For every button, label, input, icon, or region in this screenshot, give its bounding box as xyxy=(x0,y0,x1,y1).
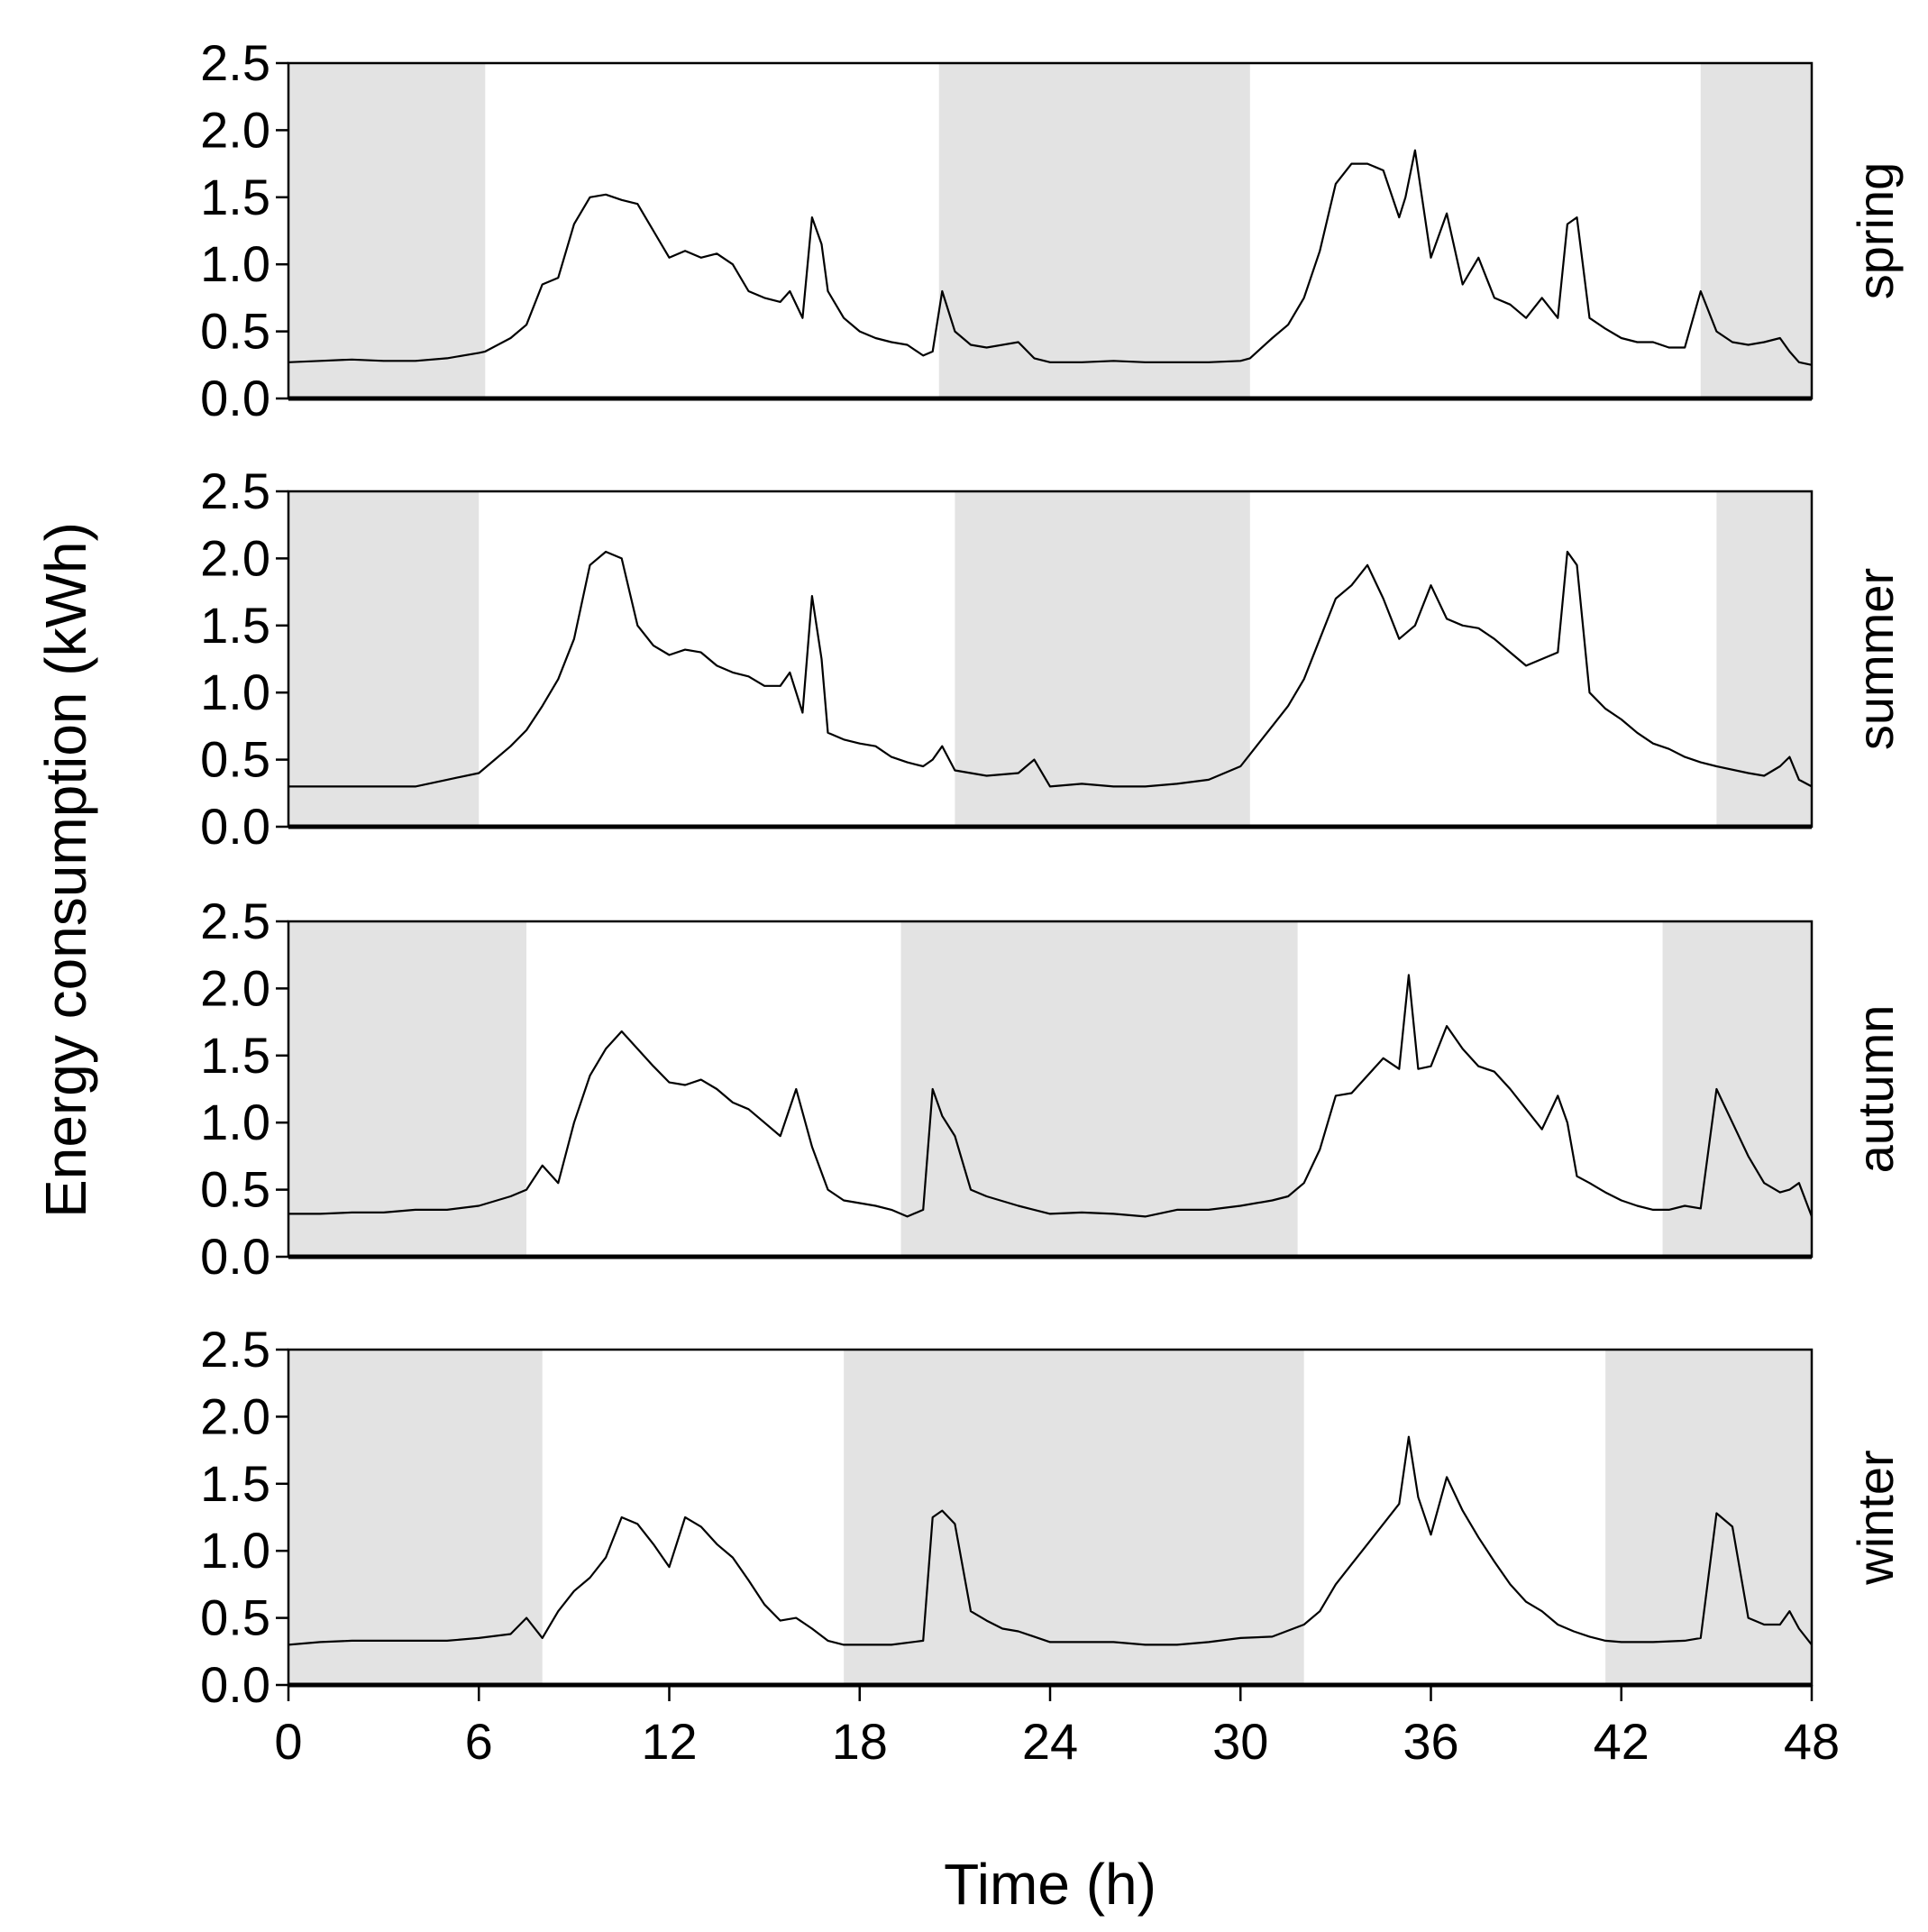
y-tick-label: 1.0 xyxy=(200,664,270,720)
y-tick-label: 1.5 xyxy=(200,1027,270,1084)
series-line-summer xyxy=(288,550,1813,788)
x-tick-label: 12 xyxy=(641,1713,697,1770)
x-tick-label: 36 xyxy=(1403,1713,1458,1770)
y-tick-label: 2.5 xyxy=(200,462,270,519)
x-tick-label: 42 xyxy=(1594,1713,1649,1770)
y-tick-label: 1.5 xyxy=(200,169,270,225)
y-tick-label: 0.0 xyxy=(200,798,270,855)
y-tick-label: 0.0 xyxy=(200,1228,270,1285)
y-tick-label: 0.5 xyxy=(200,303,270,360)
x-axis: 0 6 12 18 24 30 36 42 48 xyxy=(274,1685,1840,1770)
night-shade-0-7.5 xyxy=(288,921,527,1257)
x-tick-label: 0 xyxy=(274,1713,302,1770)
y-tick-label: 2.0 xyxy=(200,959,270,1016)
panel-label-summer: summer xyxy=(1847,568,1904,750)
panel-label-autumn: autumn xyxy=(1847,1005,1904,1174)
night-shade-20.5-30.3 xyxy=(938,63,1250,398)
series-line-autumn xyxy=(288,974,1814,1218)
y-tick-label: 2.5 xyxy=(200,34,270,91)
y-tick-label: 2.0 xyxy=(200,529,270,586)
night-shade-17.5-32 xyxy=(844,1350,1304,1685)
y-tick-label: 1.5 xyxy=(200,597,270,654)
night-shade-0-8 xyxy=(288,1350,543,1685)
panel-label-spring: spring xyxy=(1847,162,1904,300)
night-shade-41.5-48 xyxy=(1605,1350,1812,1685)
series-line-winter xyxy=(288,1435,1813,1646)
x-tick-label: 6 xyxy=(465,1713,493,1770)
panel-autumn: 0.0 0.5 1.0 1.5 2.0 2.5 autumn xyxy=(200,893,1904,1285)
x-tick-label: 30 xyxy=(1212,1713,1268,1770)
night-shade-43.3-48 xyxy=(1662,921,1812,1257)
y-tick-label: 1.0 xyxy=(200,1094,270,1150)
x-tick-label: 24 xyxy=(1022,1713,1078,1770)
panel-label-winter: winter xyxy=(1847,1450,1904,1585)
x-tick-label: 18 xyxy=(832,1713,888,1770)
y-tick-label: 1.5 xyxy=(200,1455,270,1512)
y-tick-label: 2.0 xyxy=(200,101,270,158)
x-tick-label: 48 xyxy=(1784,1713,1840,1770)
y-tick-label: 0.0 xyxy=(200,370,270,426)
y-tick-label: 0.5 xyxy=(200,1589,270,1646)
panel-spring: 0.0 0.5 1.0 1.5 2.0 2.5 spring xyxy=(200,34,1904,426)
y-axis-title: Energy consumption (kWh) xyxy=(33,522,98,1218)
night-shade-19.3-31.8 xyxy=(900,921,1298,1257)
night-shade-0-6 xyxy=(288,491,480,827)
panels-layer: 0.0 0.5 1.0 1.5 2.0 2.5 spring 0.0 0.5 1.0 1.5 2.0 2… xyxy=(200,34,1904,1713)
night-shade-44.5-48 xyxy=(1700,63,1812,398)
y-tick-label: 2.5 xyxy=(200,893,270,949)
y-tick-label: 2.0 xyxy=(200,1387,270,1444)
night-shade-0-6.2 xyxy=(288,63,486,398)
y-tick-label: 1.0 xyxy=(200,235,270,292)
y-tick-label: 0.5 xyxy=(200,1161,270,1218)
y-tick-label: 2.5 xyxy=(200,1321,270,1378)
y-tick-label: 0.0 xyxy=(200,1656,270,1713)
y-tick-label: 0.5 xyxy=(200,731,270,788)
x-axis-title: Time (h) xyxy=(944,1852,1156,1917)
night-shade-21-30.3 xyxy=(955,491,1250,827)
panel-winter: 0.0 0.5 1.0 1.5 2.0 2.5 winter xyxy=(200,1321,1904,1713)
panel-summer: 0.0 0.5 1.0 1.5 2.0 2.5 summer xyxy=(200,462,1904,855)
y-tick-label: 1.0 xyxy=(200,1522,270,1579)
series-line-spring xyxy=(288,149,1813,366)
